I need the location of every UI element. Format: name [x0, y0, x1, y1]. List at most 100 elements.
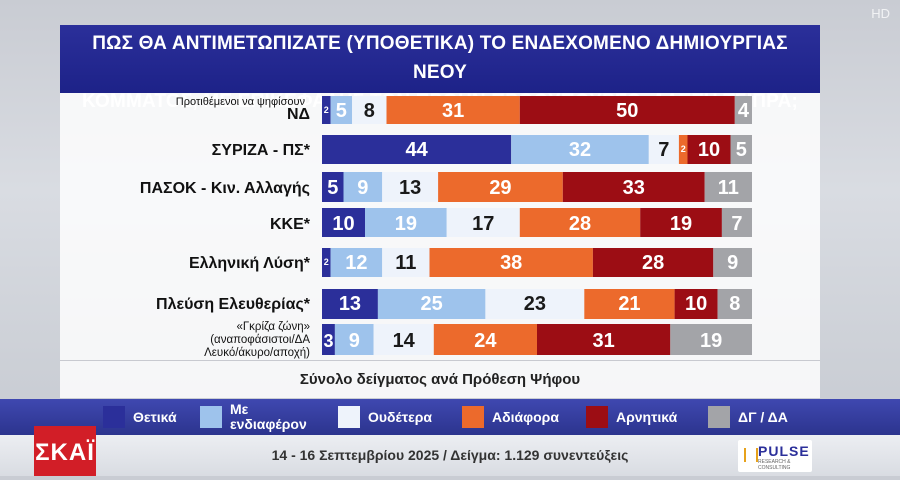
bar-segment [519, 96, 735, 124]
legend-label-positive: Θετικά [133, 408, 177, 425]
data-label: 11 [718, 177, 739, 199]
data-label: 4 [738, 100, 750, 122]
legend-item-neutral: Ουδέτερα [338, 399, 432, 435]
chart-title: ΠΩΣ ΘΑ ΑΝΤΙΜΕΤΩΠΙΖΑΤΕ (ΥΠΟΘΕΤΙΚΑ) ΤΟ ΕΝΔ… [60, 25, 820, 112]
legend-swatch-negative [586, 406, 608, 428]
data-label: 2 [324, 257, 329, 267]
bar-segment [584, 289, 675, 319]
data-label: 38 [500, 252, 522, 274]
data-label: 32 [569, 139, 591, 161]
data-label: 44 [405, 139, 428, 161]
pulse-icon [744, 448, 758, 462]
bar-segment [717, 289, 752, 319]
data-label: 31 [442, 100, 464, 122]
bar-segment [322, 96, 331, 124]
bar-segment [322, 289, 378, 319]
legend-label-negative: Αρνητικά [616, 408, 678, 425]
pollster-name: PULSE [758, 443, 810, 459]
bar-segment [640, 208, 722, 237]
data-label: 9 [357, 177, 368, 199]
bar-segment [592, 248, 714, 277]
bar-segment [687, 135, 731, 164]
data-label: 31 [593, 330, 615, 352]
channel-logo: ΣΚΑΪ [34, 426, 96, 476]
legend-swatch-neutral [338, 406, 360, 428]
legend-label-dk: ΔΓ / ΔΑ [738, 408, 788, 425]
hd-badge: HD [871, 6, 890, 21]
data-label: 8 [729, 293, 740, 315]
chart-subtitle: Σύνολο δείγματος ανά Πρόθεση Ψήφου [60, 360, 820, 398]
data-label: 7 [731, 213, 742, 235]
data-label: 23 [524, 293, 546, 315]
data-label: 19 [700, 330, 722, 352]
data-label: 24 [474, 330, 497, 352]
bar-segment [322, 248, 331, 277]
category-label: ΣΥΡΙΖΑ - ΠΣ* [212, 142, 311, 159]
data-label: 50 [616, 100, 638, 122]
data-label: 11 [395, 252, 416, 274]
bar-segment [330, 96, 353, 124]
legend-swatch-indifferent [462, 406, 484, 428]
legend-label-interest-line-2: ενδιαφέρον [230, 416, 307, 432]
bar-segment [446, 208, 520, 237]
bar-segment [373, 324, 434, 355]
bar-segment [485, 289, 585, 319]
bar-segment [648, 135, 679, 164]
data-label: 14 [393, 330, 416, 352]
legend-label-interest: Με ενδιαφέρον [230, 402, 307, 432]
data-label: 3 [323, 331, 333, 351]
bar-segment [704, 172, 752, 202]
data-label: 13 [339, 293, 361, 315]
bar-segment [511, 135, 649, 164]
data-label: 10 [685, 293, 707, 315]
bar-segment [670, 324, 752, 355]
bar-segment [537, 324, 671, 355]
data-label: 9 [727, 252, 738, 274]
bar-segment [438, 172, 563, 202]
category-label: Λευκό/άκυρο/αποχή) [204, 347, 310, 359]
bar-segment [678, 135, 688, 164]
category-label: ΚΚΕ* [270, 216, 311, 233]
category-label: ΠΑΣΟΚ - Κιν. Αλλαγής [140, 180, 310, 197]
bar-segment [377, 289, 486, 319]
data-label: 5 [336, 100, 347, 122]
group-label: Προτιθέμενοι να ψηφίσουν [176, 96, 306, 108]
bar-segment [433, 324, 537, 355]
bar-segment [322, 324, 335, 355]
legend-label-neutral: Ουδέτερα [368, 408, 433, 425]
data-label: 33 [623, 177, 645, 199]
data-label: 8 [364, 100, 375, 122]
data-label: 28 [569, 213, 591, 235]
data-label: 5 [736, 139, 747, 161]
bar-segment [562, 172, 705, 202]
bar-segment [386, 96, 520, 124]
bar-segment [352, 96, 387, 124]
data-label: 28 [642, 252, 664, 274]
bar-segment [322, 135, 512, 164]
data-label: 2 [324, 105, 329, 115]
bar-segment [674, 289, 718, 319]
bar-segment [429, 248, 593, 277]
category-label: Ελληνική Λύση* [189, 255, 311, 272]
pollster-tagline: RESEARCH & CONSULTING [758, 459, 791, 471]
data-label: 13 [399, 177, 421, 199]
legend-item-dk: ΔΓ / ΔΑ [708, 399, 788, 435]
pollster-logo: PULSE RESEARCH & CONSULTING [738, 440, 812, 472]
data-label: 19 [670, 213, 692, 235]
bar-segment [365, 208, 447, 237]
legend-item-interest: Με ενδιαφέρον [200, 399, 307, 435]
bar-segment [382, 172, 439, 202]
legend-swatch-positive [103, 406, 125, 428]
legend-swatch-dk [708, 406, 730, 428]
bar-segment [343, 172, 383, 202]
data-label: 25 [421, 293, 443, 315]
data-label: 2 [681, 144, 686, 154]
legend-label-indifferent: Αδιάφορα [492, 408, 559, 425]
legend: Θετικά Με ενδιαφέρον Ουδέτερα Αδιάφορα Α… [0, 399, 900, 435]
title-line-1: ΠΩΣ ΘΑ ΑΝΤΙΜΕΤΩΠΙΖΑΤΕ (ΥΠΟΘΕΤΙΚΑ) ΤΟ ΕΝΔ… [92, 33, 788, 83]
legend-item-indifferent: Αδιάφορα [462, 399, 559, 435]
bar-segment [721, 208, 752, 237]
bar-segment [730, 135, 752, 164]
data-label: 5 [327, 177, 338, 199]
